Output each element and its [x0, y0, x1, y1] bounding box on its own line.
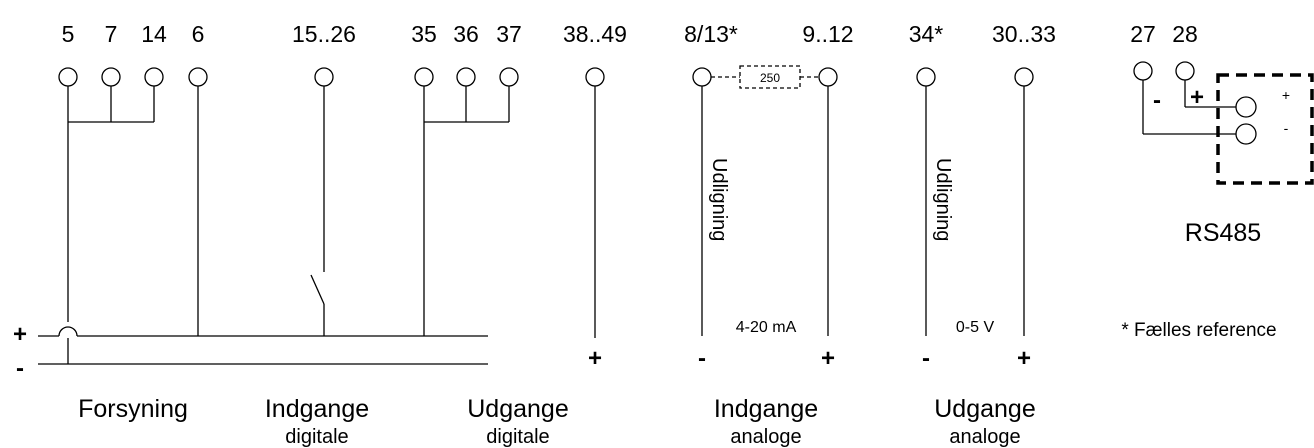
analog-output-minus-sign: - [922, 345, 930, 372]
group-indgange-digitale-title: Indgange [265, 395, 369, 423]
terminal-label-5: 5 [62, 21, 75, 47]
terminal-label-35: 35 [411, 21, 437, 47]
resistor-value: 250 [760, 71, 780, 85]
udligning-label-outputs: Udligning [932, 158, 954, 241]
digital-output-plus-sign: + [588, 345, 602, 372]
terminal-15-26 [314, 67, 334, 87]
group-udgange-digitale-sub: digitale [486, 426, 549, 448]
terminal-7 [101, 67, 121, 87]
rs485-box-plus-sign: + [1282, 87, 1290, 103]
terminal-label-15-26: 15..26 [292, 21, 356, 47]
terminal-label-8-13: 8/13* [684, 21, 738, 47]
terminal-label-14: 14 [141, 21, 167, 47]
terminal-label-27: 27 [1130, 21, 1156, 47]
group-udgange-digitale-title: Udgange [467, 395, 568, 423]
terminal-label-38-49: 38..49 [563, 21, 627, 47]
terminal-38-49 [585, 67, 605, 87]
rs485-connector-plus [1235, 96, 1257, 118]
terminal-34 [916, 67, 936, 87]
analog-inputs-block: 250 Udligning 4-20 mA - + [692, 65, 838, 372]
bus-crossover [58, 326, 78, 337]
analog-input-minus-sign: - [698, 345, 706, 372]
rs485-connector-minus [1235, 123, 1257, 145]
rs485-box-minus-sign: - [1284, 120, 1289, 136]
group-udgange-analoge-sub: analoge [949, 426, 1020, 448]
terminal-label-7: 7 [105, 21, 118, 47]
terminal-8-13 [692, 67, 712, 87]
terminal-28 [1175, 61, 1195, 81]
forsyning-block [58, 67, 208, 364]
terminal-label-30-33: 30..33 [992, 21, 1056, 47]
terminal-5 [58, 67, 78, 87]
terminal-37 [499, 67, 519, 87]
rs485-minus-sign: - [1153, 87, 1161, 114]
switch-contact [310, 274, 325, 305]
group-udgange-analoge-title: Udgange [934, 395, 1035, 423]
terminal-14 [144, 67, 164, 87]
digital-inputs-block [310, 67, 334, 336]
terminal-9-12 [818, 67, 838, 87]
terminal-label-6: 6 [192, 21, 205, 47]
terminal-label-9-12: 9..12 [802, 21, 853, 47]
terminal-6 [188, 67, 208, 87]
bus-minus-sign: - [16, 355, 24, 382]
footnote-common-reference: * Fælles reference [1121, 320, 1276, 341]
analog-output-plus-sign: + [1017, 345, 1031, 372]
range-4-20-ma: 4-20 mA [736, 319, 797, 336]
rs485-block: - + + - RS485 [1133, 61, 1314, 247]
terminal-label-28: 28 [1172, 21, 1198, 47]
bus-plus-sign: + [13, 321, 27, 348]
group-indgange-digitale-sub: digitale [285, 426, 348, 448]
group-forsyning: Forsyning [78, 395, 188, 423]
udligning-label-inputs: Udligning [708, 158, 730, 241]
group-indgange-analoge-sub: analoge [730, 426, 801, 448]
range-0-5-v: 0-5 V [956, 319, 995, 336]
analog-outputs-block: Udligning 0-5 V - + [916, 67, 1034, 372]
power-bus: + - [13, 321, 488, 382]
analog-input-plus-sign: + [821, 345, 835, 372]
rs485-device-box [1216, 73, 1314, 185]
terminal-27 [1133, 61, 1153, 81]
terminal-36 [456, 67, 476, 87]
terminal-label-34: 34* [909, 21, 944, 47]
rs485-label: RS485 [1185, 219, 1261, 247]
digital-outputs-block [414, 67, 605, 338]
terminal-label-36: 36 [453, 21, 479, 47]
group-indgange-analoge-title: Indgange [714, 395, 818, 423]
rs485-plus-sign: + [1190, 84, 1204, 111]
terminal-label-37: 37 [496, 21, 522, 47]
terminal-30-33 [1014, 67, 1034, 87]
terminal-35 [414, 67, 434, 87]
